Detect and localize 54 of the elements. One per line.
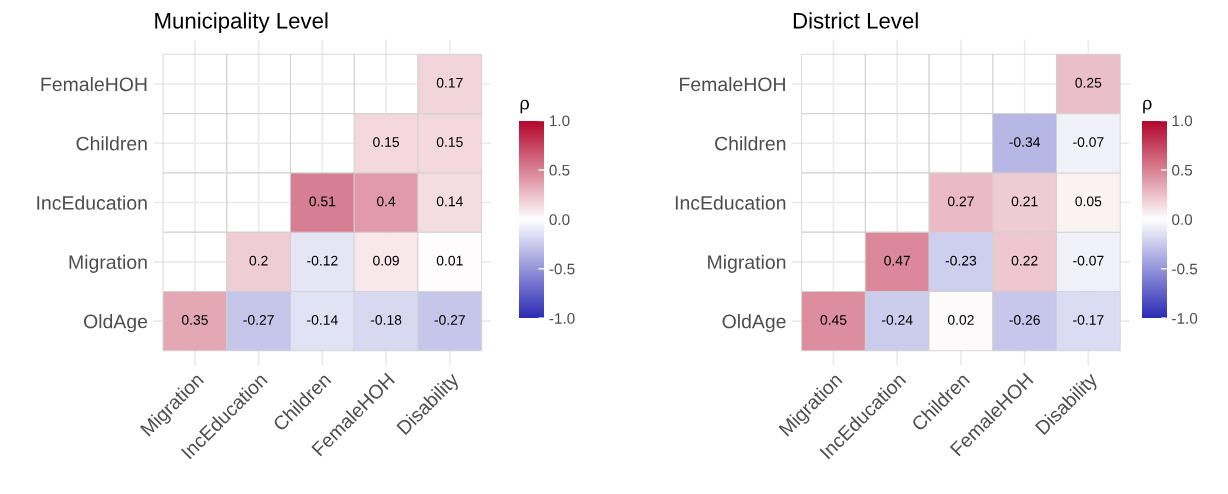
data-label: 0.09	[373, 255, 399, 266]
data-label: 0.4	[376, 196, 396, 207]
data-label: -0.26	[1009, 314, 1040, 325]
color-bar-label: -0.5	[549, 263, 575, 275]
data-label: 0.17	[436, 77, 463, 88]
data-label: 0.02	[947, 314, 974, 325]
y-tick-label: Children	[76, 136, 147, 151]
data-label: 0.47	[884, 255, 911, 266]
y-tick-label: Migration	[708, 254, 786, 273]
color-bar-label: 0.5	[1172, 164, 1193, 176]
y-tick-label: IncEducation	[37, 195, 147, 210]
data-label: -0.17	[1073, 314, 1104, 325]
data-label: 0.45	[820, 314, 847, 325]
data-label: -0.07	[1073, 137, 1104, 147]
color-bar-label: 1.0	[1172, 115, 1193, 127]
chart-title: District Level	[793, 12, 918, 29]
color-bar-label: 0.0	[549, 214, 570, 226]
data-label: 0.14	[436, 196, 463, 207]
data-label: 0.25	[1075, 77, 1102, 88]
y-tick-label: FemaleHOH	[41, 76, 147, 92]
y-tick-label: OldAge	[722, 314, 786, 333]
chart-title: Municipality Level	[155, 12, 328, 34]
data-label: -0.27	[434, 314, 465, 325]
color-bar-title: ρ	[520, 99, 529, 114]
color-bar-title: ρ	[1143, 99, 1152, 114]
y-tick-label: FemaleHOH	[680, 76, 785, 92]
data-label: 0.2	[249, 255, 268, 266]
y-tick-label: Migration	[69, 254, 147, 273]
y-tick-label: IncEducation	[675, 195, 786, 210]
data-label: -0.24	[881, 314, 913, 325]
data-label: -0.23	[945, 255, 977, 266]
data-label: -0.18	[370, 314, 402, 325]
data-label: 0.15	[373, 137, 399, 147]
data-label: 0.15	[436, 137, 463, 147]
y-tick-label: Children	[715, 136, 786, 151]
data-label: -0.34	[1009, 137, 1041, 147]
data-label: 0.05	[1075, 196, 1102, 207]
data-label: 0.27	[947, 196, 974, 207]
data-label: 0.35	[181, 314, 208, 325]
color-bar-label: -1.0	[1172, 313, 1198, 324]
data-label: 0.01	[436, 255, 463, 266]
data-label: 0.22	[1011, 255, 1038, 266]
data-label: -0.07	[1073, 255, 1104, 266]
color-bar-label: 0.5	[549, 164, 570, 176]
data-label: -0.14	[307, 314, 338, 325]
color-bar-label: -1.0	[549, 313, 575, 324]
data-label: -0.27	[243, 314, 274, 325]
color-bar-label: 1.0	[550, 115, 570, 127]
color-bar-label: 0.0	[1172, 214, 1193, 226]
data-label: -0.12	[307, 255, 338, 266]
y-tick-label: OldAge	[84, 314, 148, 333]
color-bar-label: -0.5	[1172, 263, 1198, 275]
data-label: 0.21	[1011, 196, 1038, 207]
data-label: 0.51	[309, 196, 336, 207]
